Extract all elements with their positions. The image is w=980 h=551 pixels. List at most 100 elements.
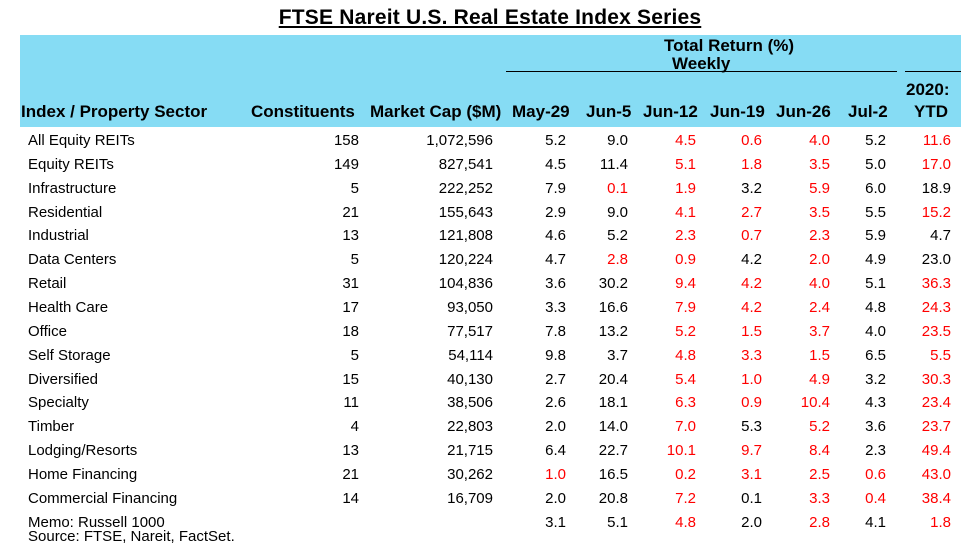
row-weekly-return: 5.2 bbox=[865, 132, 886, 149]
row-market-cap: 77,517 bbox=[447, 322, 493, 340]
row-weekly-return: 3.1 bbox=[741, 465, 762, 483]
row-weekly-return: 2.7 bbox=[545, 370, 566, 388]
row-weekly-return: 3.5 bbox=[809, 203, 830, 221]
row-weekly-return: 1.5 bbox=[809, 346, 830, 364]
row-weekly-return: 7.8 bbox=[545, 322, 566, 340]
row-market-cap: 21,715 bbox=[447, 442, 493, 460]
row-weekly-return: 3.2 bbox=[865, 370, 886, 388]
row-sector-name: Industrial bbox=[28, 227, 89, 245]
row-weekly-return: 0.7 bbox=[741, 227, 762, 245]
row-weekly-return: 5.9 bbox=[865, 227, 886, 245]
row-weekly-return: 4.8 bbox=[675, 513, 696, 531]
row-weekly-return: 20.4 bbox=[598, 370, 628, 388]
row-weekly-return: 13.2 bbox=[598, 322, 628, 340]
row-weekly-return: 10.1 bbox=[666, 442, 696, 460]
row-market-cap: 40,130 bbox=[447, 370, 493, 388]
row-weekly-return: 4.5 bbox=[675, 132, 696, 149]
row-constituents: 5 bbox=[350, 346, 359, 364]
row-ytd-return: 24.3 bbox=[921, 298, 951, 316]
table-row: Equity REITs 149 827,541 4.5 11.4 5.1 1.8 3.5 5.… bbox=[0, 156, 980, 179]
row-weekly-return: 0.9 bbox=[741, 394, 762, 412]
table-header-band bbox=[20, 35, 961, 127]
row-weekly-return: 2.0 bbox=[741, 513, 762, 531]
row-weekly-return: 5.5 bbox=[865, 203, 886, 221]
row-market-cap: 120,224 bbox=[438, 251, 493, 269]
row-ytd-return: 23.5 bbox=[921, 322, 951, 340]
row-ytd-return: 30.3 bbox=[921, 370, 951, 388]
row-weekly-return: 5.2 bbox=[675, 322, 696, 340]
row-weekly-return: 3.7 bbox=[607, 346, 628, 364]
table-row: Self Storage 5 54,114 9.8 3.7 4.8 3.3 1.5 6.5 5.5 bbox=[0, 347, 980, 370]
row-market-cap: 104,836 bbox=[438, 275, 493, 293]
row-ytd-return: 15.2 bbox=[921, 203, 951, 221]
week-header-jun19: Jun-19 bbox=[710, 102, 765, 121]
row-weekly-return: 7.9 bbox=[545, 179, 566, 197]
week-header-may29: May-29 bbox=[512, 102, 570, 121]
row-weekly-return: 2.0 bbox=[545, 489, 566, 507]
sector-column-header: Index / Property Sector bbox=[21, 102, 208, 121]
row-constituents: 13 bbox=[342, 227, 359, 245]
row-market-cap: 827,541 bbox=[438, 155, 493, 173]
row-weekly-return: 0.1 bbox=[607, 179, 628, 197]
row-sector-name: Retail bbox=[28, 275, 67, 293]
row-weekly-return: 16.5 bbox=[598, 465, 628, 483]
row-ytd-return: 23.4 bbox=[921, 394, 951, 412]
row-sector-name: Home Financing bbox=[28, 465, 138, 483]
row-weekly-return: 1.5 bbox=[741, 322, 762, 340]
row-weekly-return: 5.2 bbox=[545, 132, 566, 149]
row-weekly-return: 4.1 bbox=[675, 203, 696, 221]
table-row: Timber 4 22,803 2.0 14.0 7.0 5.3 5.2 3.6 23.7 bbox=[0, 418, 980, 441]
row-weekly-return: 20.8 bbox=[598, 489, 628, 507]
row-constituents: 11 bbox=[343, 394, 359, 412]
row-constituents: 158 bbox=[333, 132, 359, 149]
row-sector-name: Residential bbox=[28, 203, 103, 221]
row-weekly-return: 0.2 bbox=[675, 465, 696, 483]
row-market-cap: 1,072,596 bbox=[426, 132, 493, 149]
row-weekly-return: 0.6 bbox=[865, 465, 886, 483]
row-weekly-return: 9.8 bbox=[545, 346, 566, 364]
row-weekly-return: 4.0 bbox=[865, 322, 886, 340]
row-market-cap: 16,709 bbox=[447, 489, 493, 507]
row-weekly-return: 1.9 bbox=[675, 179, 696, 197]
row-weekly-return: 4.8 bbox=[865, 298, 886, 316]
row-weekly-return: 5.2 bbox=[809, 418, 830, 436]
row-weekly-return: 5.0 bbox=[865, 155, 886, 173]
row-weekly-return: 4.8 bbox=[675, 346, 696, 364]
row-weekly-return: 6.5 bbox=[865, 346, 886, 364]
row-weekly-return: 7.2 bbox=[675, 489, 696, 507]
week-header-jun12: Jun-12 bbox=[643, 102, 698, 121]
table-row: Lodging/Resorts 13 21,715 6.4 22.7 10.1 9.7 8.4… bbox=[0, 442, 980, 465]
row-weekly-return: 9.4 bbox=[675, 275, 696, 293]
row-weekly-return: 2.4 bbox=[809, 298, 830, 316]
row-weekly-return: 11.4 bbox=[599, 155, 628, 173]
row-weekly-return: 4.1 bbox=[865, 513, 886, 531]
row-weekly-return: 9.0 bbox=[607, 132, 628, 149]
row-constituents: 31 bbox=[342, 275, 359, 293]
row-sector-name: Timber bbox=[28, 418, 75, 436]
row-ytd-return: 11.6 bbox=[922, 132, 951, 149]
row-weekly-return: 6.4 bbox=[545, 442, 566, 460]
row-weekly-return: 4.6 bbox=[545, 227, 566, 245]
row-weekly-return: 2.0 bbox=[545, 418, 566, 436]
week-header-jul2: Jul-2 bbox=[848, 102, 888, 121]
row-market-cap: 38,506 bbox=[447, 394, 493, 412]
row-weekly-return: 3.3 bbox=[809, 489, 830, 507]
row-weekly-return: 2.7 bbox=[741, 203, 762, 221]
row-ytd-return: 36.3 bbox=[921, 275, 951, 293]
table-row: Industrial 13 121,808 4.6 5.2 2.3 0.7 2.3 5.9 4.7 bbox=[0, 227, 980, 250]
row-weekly-return: 4.0 bbox=[809, 275, 830, 293]
table-row: Diversified 15 40,130 2.7 20.4 5.4 1.0 4.9 3.2 30… bbox=[0, 371, 980, 394]
row-weekly-return: 4.7 bbox=[545, 251, 566, 269]
row-constituents: 17 bbox=[342, 298, 359, 316]
row-weekly-return: 4.0 bbox=[809, 132, 830, 149]
row-sector-name: Lodging/Resorts bbox=[28, 442, 138, 460]
week-header-jun26: Jun-26 bbox=[776, 102, 831, 121]
row-weekly-return: 8.4 bbox=[809, 442, 830, 460]
row-weekly-return: 4.3 bbox=[865, 394, 886, 412]
row-constituents: 15 bbox=[342, 370, 359, 388]
row-weekly-return: 14.0 bbox=[598, 418, 628, 436]
row-weekly-return: 5.2 bbox=[607, 227, 628, 245]
row-weekly-return: 2.3 bbox=[809, 227, 830, 245]
row-weekly-return: 1.8 bbox=[741, 155, 762, 173]
row-constituents: 5 bbox=[350, 179, 359, 197]
